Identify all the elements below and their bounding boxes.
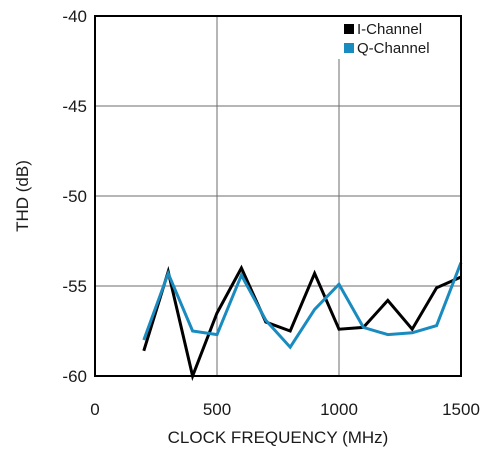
- plot-frame: [94, 15, 462, 377]
- y-tick-label: -60: [62, 367, 87, 386]
- series-line-i-channel: [142, 264, 462, 382]
- x-axis-title: CLOCK FREQUENCY (MHz): [168, 428, 389, 447]
- x-tick-label: 500: [203, 400, 231, 419]
- series-lines: [142, 262, 463, 382]
- y-tick-label: -45: [62, 97, 87, 116]
- y-tick-label: -50: [62, 187, 87, 206]
- tick-labels: 0 500 1000 1500 -40 -45 -50 -55 -60: [62, 7, 479, 419]
- legend-swatch-q-channel: [344, 43, 354, 53]
- y-tick-label: -40: [62, 7, 87, 26]
- x-tick-label: 1000: [320, 400, 358, 419]
- y-axis-title: THD (dB): [13, 160, 32, 232]
- legend-swatch-i-channel: [344, 24, 354, 34]
- y-tick-label: -55: [62, 277, 87, 296]
- legend-background: [336, 17, 460, 59]
- series-line-q-channel: [142, 262, 463, 350]
- x-tick-label: 0: [90, 400, 99, 419]
- legend-label-q-channel: Q-Channel: [357, 40, 430, 57]
- legend-label-i-channel: I-Channel: [357, 21, 422, 38]
- legend: I-Channel Q-Channel: [336, 17, 460, 59]
- x-tick-label: 1500: [442, 400, 480, 419]
